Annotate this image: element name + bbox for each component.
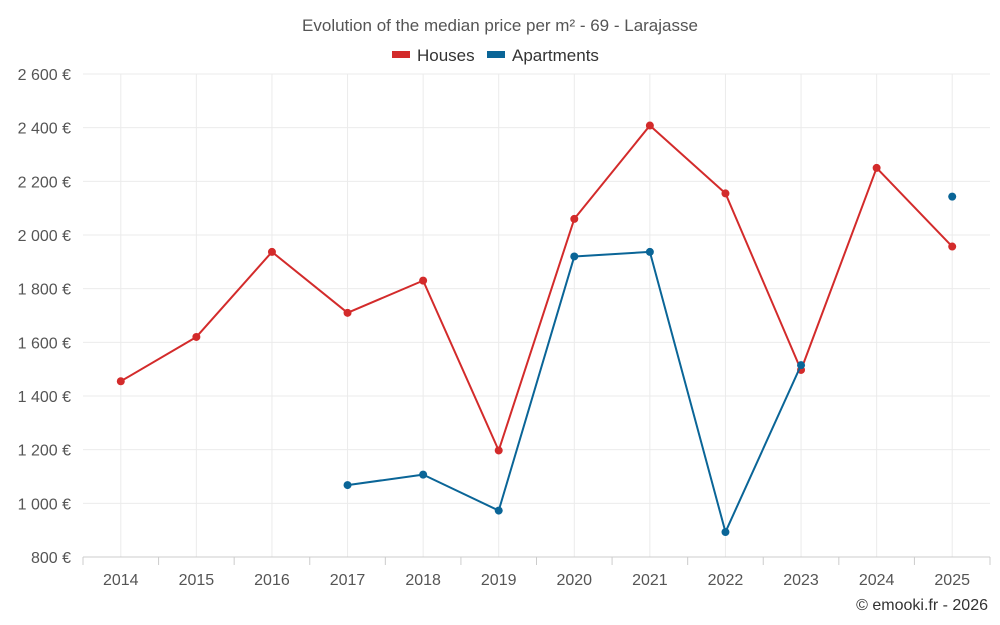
data-point-houses[interactable] <box>494 446 503 455</box>
x-tick-label: 2024 <box>859 572 895 589</box>
x-tick-label: 2021 <box>632 572 668 589</box>
data-point-apartments[interactable] <box>494 506 503 515</box>
data-point-houses[interactable] <box>645 121 654 130</box>
y-tick-label: 2 400 € <box>18 121 71 138</box>
legend-label-houses: Houses <box>417 46 475 65</box>
data-point-apartments[interactable] <box>419 470 428 479</box>
data-point-houses[interactable] <box>192 332 201 341</box>
grid <box>83 73 990 557</box>
data-point-houses[interactable] <box>419 276 428 285</box>
chart-title: Evolution of the median price per m² - 6… <box>302 16 698 35</box>
y-tick-label: 2 000 € <box>18 228 71 245</box>
y-tick-label: 800 € <box>31 550 71 567</box>
data-point-houses[interactable] <box>872 163 881 172</box>
data-point-houses[interactable] <box>343 308 352 317</box>
x-tick-label: 2014 <box>103 572 139 589</box>
legend-item-houses[interactable]: Houses <box>392 46 475 65</box>
y-tick-label: 1 000 € <box>18 496 71 513</box>
data-point-apartments[interactable] <box>570 252 579 261</box>
series <box>116 121 957 537</box>
series-apartments <box>343 192 957 537</box>
credit-text: © emooki.fr - 2026 <box>856 597 988 614</box>
x-tick-label: 2022 <box>708 572 744 589</box>
x-tick-label: 2023 <box>783 572 819 589</box>
y-tick-label: 1 800 € <box>18 282 71 299</box>
data-point-houses[interactable] <box>570 214 579 223</box>
data-point-apartments[interactable] <box>721 528 730 537</box>
x-tick-label: 2018 <box>405 572 441 589</box>
x-tick-label: 2025 <box>934 572 970 589</box>
data-point-houses[interactable] <box>721 189 730 198</box>
data-point-apartments[interactable] <box>948 192 957 201</box>
data-point-apartments[interactable] <box>645 247 654 256</box>
x-tick-label: 2019 <box>481 572 517 589</box>
y-tick-label: 1 200 € <box>18 443 71 460</box>
y-tick-label: 2 200 € <box>18 174 71 191</box>
data-point-apartments[interactable] <box>343 481 352 490</box>
y-tick-label: 1 600 € <box>18 335 71 352</box>
y-tick-label: 2 600 € <box>18 67 71 84</box>
x-tick-label: 2017 <box>330 572 366 589</box>
data-point-houses[interactable] <box>948 242 957 251</box>
series-line-houses <box>120 124 953 452</box>
data-point-apartments[interactable] <box>797 361 806 370</box>
legend-swatch-houses <box>392 51 410 58</box>
series-houses <box>116 121 957 455</box>
legend-label-apartments: Apartments <box>512 46 599 65</box>
x-tick-label: 2015 <box>179 572 215 589</box>
legend-swatch-apartments <box>487 51 505 58</box>
legend: Houses Apartments <box>392 46 599 65</box>
legend-item-apartments[interactable]: Apartments <box>487 46 599 65</box>
x-tick-label: 2020 <box>556 572 592 589</box>
data-point-houses[interactable] <box>267 247 276 256</box>
y-tick-label: 1 400 € <box>18 389 71 406</box>
x-tick-label: 2016 <box>254 572 290 589</box>
x-axis: 2014 2015 2016 2017 2018 2019 2020 2021 2022 2023… <box>82 556 991 589</box>
data-point-houses[interactable] <box>116 377 125 386</box>
y-axis: 800 € 1 000 € 1 200 € 1 400 € 1 600 € 1 800 €… <box>18 67 71 567</box>
